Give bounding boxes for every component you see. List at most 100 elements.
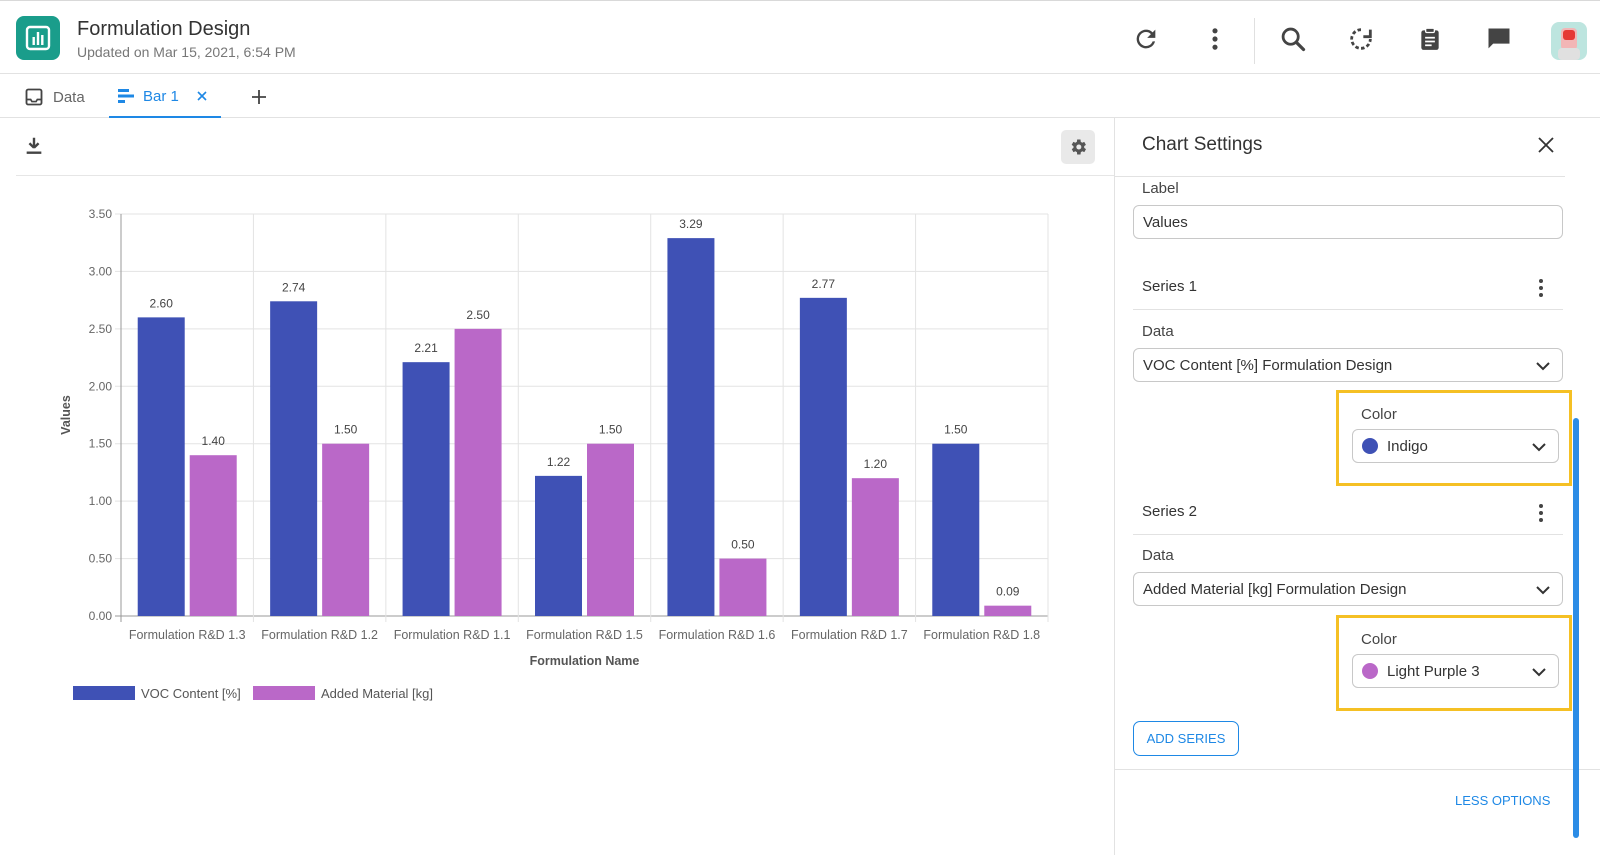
series-1-more-icon[interactable] (1533, 278, 1549, 298)
bar (322, 443, 370, 616)
x-tick-label: Formulation R&D 1.8 (923, 628, 1040, 642)
panel-title: Chart Settings (1142, 134, 1263, 155)
data-label: 2.50 (466, 308, 490, 322)
chat-icon[interactable] (1482, 22, 1516, 56)
bar-chart-logo-icon (25, 25, 51, 51)
x-tick-label: Formulation R&D 1.3 (129, 628, 246, 642)
app-header: Formulation Design Updated on Mar 15, 20… (0, 4, 1600, 74)
series-1-title: Series 1 (1142, 278, 1198, 295)
data-label: 1.50 (944, 423, 968, 437)
header-divider (1254, 18, 1255, 64)
chevron-down-icon (1532, 668, 1546, 677)
data-label: 1.50 (334, 423, 358, 437)
close-icon[interactable] (196, 90, 208, 102)
download-icon[interactable] (23, 135, 45, 157)
series-1-divider (1133, 309, 1563, 310)
close-panel-icon[interactable] (1533, 132, 1559, 158)
series-2-data-select[interactable]: Added Material [kg] Formulation Design (1133, 572, 1563, 606)
gear-icon (1071, 139, 1086, 155)
data-label: 2.60 (150, 296, 174, 310)
chart-settings-button[interactable] (1061, 130, 1095, 164)
legend-label: VOC Content [%] (141, 686, 241, 701)
bar (535, 475, 582, 616)
data-label: 1.20 (864, 457, 888, 471)
series-1-data-caption: Data (1142, 323, 1174, 340)
clipboard-icon[interactable] (1413, 22, 1447, 56)
series-2-color-highlight: Color Light Purple 3 (1336, 615, 1572, 711)
page-title: Formulation Design (77, 18, 251, 40)
label-input[interactable]: Values (1133, 205, 1563, 239)
bar (932, 443, 980, 616)
y-tick-label: 0.50 (89, 552, 113, 566)
x-tick-label: Formulation R&D 1.5 (526, 628, 643, 642)
chevron-down-icon (1536, 362, 1550, 371)
updated-timestamp: Updated on Mar 15, 2021, 6:54 PM (77, 44, 296, 60)
x-tick-label: Formulation R&D 1.2 (261, 628, 378, 642)
panel-scrollbar[interactable] (1573, 418, 1579, 838)
tab-bar-1[interactable]: Bar 1 (109, 76, 221, 118)
series-1-data-value: VOC Content [%] Formulation Design (1143, 356, 1393, 374)
bar (984, 605, 1032, 616)
chevron-down-icon (1536, 586, 1550, 595)
bar (587, 443, 634, 616)
y-tick-label: 3.00 (89, 264, 113, 278)
bar-chart-icon (118, 89, 134, 103)
data-label: 1.22 (547, 455, 571, 469)
tab-bar-1-label: Bar 1 (143, 87, 179, 105)
light-purple-swatch (1362, 663, 1378, 679)
tab-data[interactable]: Data (24, 76, 85, 118)
less-options-button[interactable]: LESS OPTIONS (1455, 793, 1551, 808)
series-2-color-select[interactable]: Light Purple 3 (1352, 654, 1559, 688)
series-1-color-highlight: Color Indigo (1336, 390, 1572, 486)
panel-header-divider (1115, 176, 1565, 177)
add-tab-button[interactable] (251, 76, 267, 118)
legend-swatch (73, 686, 135, 700)
series-1-color-select[interactable]: Indigo (1352, 429, 1559, 463)
indigo-swatch (1362, 438, 1378, 454)
panel-footer-divider (1115, 769, 1600, 770)
series-2-color-caption: Color (1361, 631, 1397, 648)
series-2-divider (1133, 534, 1563, 535)
toolbar-divider (16, 175, 1114, 176)
data-label: 2.74 (282, 280, 306, 294)
bar (402, 362, 450, 616)
y-tick-label: 0.00 (89, 609, 113, 623)
y-tick-label: 2.00 (89, 379, 113, 393)
data-label: 0.50 (731, 538, 755, 552)
bar (799, 297, 847, 616)
more-vert-icon[interactable] (1198, 22, 1232, 56)
bar (189, 455, 237, 616)
refresh-icon[interactable] (1129, 22, 1163, 56)
series-1-data-select[interactable]: VOC Content [%] Formulation Design (1133, 348, 1563, 382)
sync-icon[interactable] (1344, 22, 1378, 56)
data-label: 2.77 (812, 277, 836, 291)
tab-bar: Data Bar 1 (0, 76, 1600, 118)
bar (719, 558, 767, 616)
bar (270, 301, 318, 616)
chevron-down-icon (1532, 443, 1546, 452)
bar (667, 238, 715, 616)
x-tick-label: Formulation R&D 1.6 (659, 628, 776, 642)
search-icon[interactable] (1276, 22, 1310, 56)
series-2-data-caption: Data (1142, 547, 1174, 564)
series-1-color-caption: Color (1361, 406, 1397, 423)
label-caption: Label (1142, 180, 1179, 197)
data-label: 1.50 (599, 423, 623, 437)
app-logo[interactable] (16, 16, 60, 60)
y-axis-label: Values (59, 395, 73, 435)
inbox-icon (25, 88, 43, 106)
top-border (0, 0, 1600, 4)
series-2-color-value: Light Purple 3 (1387, 662, 1480, 680)
series-2-data-value: Added Material [kg] Formulation Design (1143, 580, 1407, 598)
add-series-button[interactable]: ADD SERIES (1133, 721, 1239, 756)
bar (137, 317, 185, 616)
x-axis-label: Formulation Name (530, 654, 640, 668)
avatar[interactable] (1551, 22, 1587, 60)
x-tick-label: Formulation R&D 1.7 (791, 628, 908, 642)
y-tick-label: 3.50 (89, 207, 113, 221)
data-label: 0.09 (996, 585, 1020, 599)
data-label: 3.29 (679, 217, 703, 231)
plus-icon (252, 90, 266, 104)
legend-swatch (253, 686, 315, 700)
series-2-more-icon[interactable] (1533, 503, 1549, 523)
